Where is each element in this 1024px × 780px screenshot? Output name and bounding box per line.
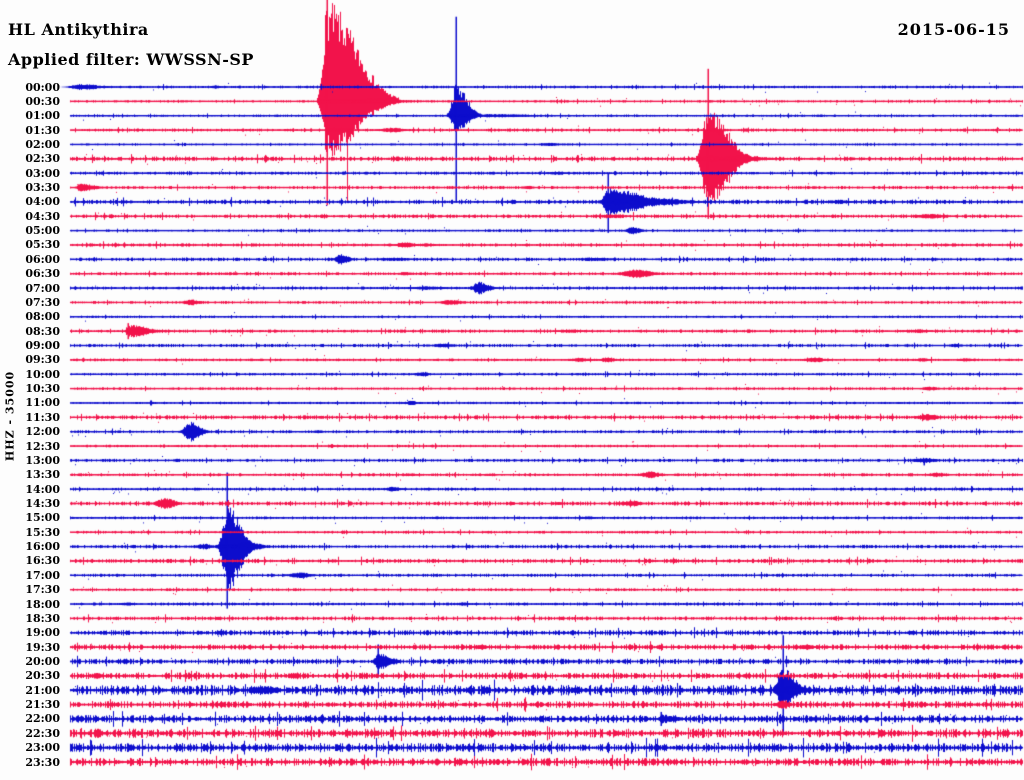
row-time-label: 13:00: [25, 453, 60, 467]
row-time-label: 11:00: [25, 396, 60, 410]
date-label: 2015-06-15: [897, 20, 1010, 39]
row-time-label: 13:30: [25, 468, 60, 482]
row-time-label: 05:30: [25, 238, 60, 252]
row-time-label: 10:30: [25, 382, 60, 396]
row-time-label: 03:30: [25, 181, 60, 195]
row-time-label: 11:30: [25, 410, 60, 424]
row-time-label: 06:30: [25, 267, 60, 281]
row-time-label: 05:00: [25, 224, 60, 238]
row-time-label: 01:00: [25, 109, 60, 123]
row-time-label: 17:30: [25, 583, 60, 597]
row-time-label: 14:00: [25, 482, 60, 496]
row-time-label: 00:30: [25, 94, 60, 108]
row-time-label: 19:30: [25, 640, 60, 654]
applied-filter-label: Applied filter: WWSSN-SP: [8, 50, 254, 69]
row-time-label: 22:30: [25, 726, 60, 740]
row-time-label: 12:00: [25, 425, 60, 439]
row-time-label: 18:00: [25, 597, 60, 611]
row-time-label: 08:00: [25, 310, 60, 324]
row-time-label: 10:00: [25, 367, 60, 381]
row-time-label: 15:00: [25, 511, 60, 525]
row-time-label: 02:00: [25, 137, 60, 151]
row-time-label: 22:00: [25, 712, 60, 726]
row-time-label: 21:00: [25, 683, 60, 697]
row-time-label: 12:30: [25, 439, 60, 453]
row-time-label: 19:00: [25, 626, 60, 640]
station-title: HL Antikythira: [8, 20, 149, 39]
row-time-label: 09:30: [25, 353, 60, 367]
row-time-label: 07:00: [25, 281, 60, 295]
row-time-label: 01:30: [25, 123, 60, 137]
row-time-label: 16:30: [25, 554, 60, 568]
row-time-label: 20:30: [25, 669, 60, 683]
row-time-label: 15:30: [25, 525, 60, 539]
row-time-label: 04:30: [25, 209, 60, 223]
row-time-label: 07:30: [25, 295, 60, 309]
row-time-label: 21:30: [25, 698, 60, 712]
row-time-label: 14:30: [25, 496, 60, 510]
row-time-label: 04:00: [25, 195, 60, 209]
row-time-label: 20:00: [25, 654, 60, 668]
row-time-label: 09:00: [25, 339, 60, 353]
row-time-label: 16:00: [25, 540, 60, 554]
row-time-label: 18:30: [25, 611, 60, 625]
row-time-label: 08:30: [25, 324, 60, 338]
row-time-label: 02:30: [25, 152, 60, 166]
row-time-label: 23:00: [25, 741, 60, 755]
row-time-label: 17:00: [25, 568, 60, 582]
row-time-label: 00:00: [25, 80, 60, 94]
row-time-label: 23:30: [25, 755, 60, 769]
row-time-label: 06:00: [25, 252, 60, 266]
row-time-label: 03:00: [25, 166, 60, 180]
